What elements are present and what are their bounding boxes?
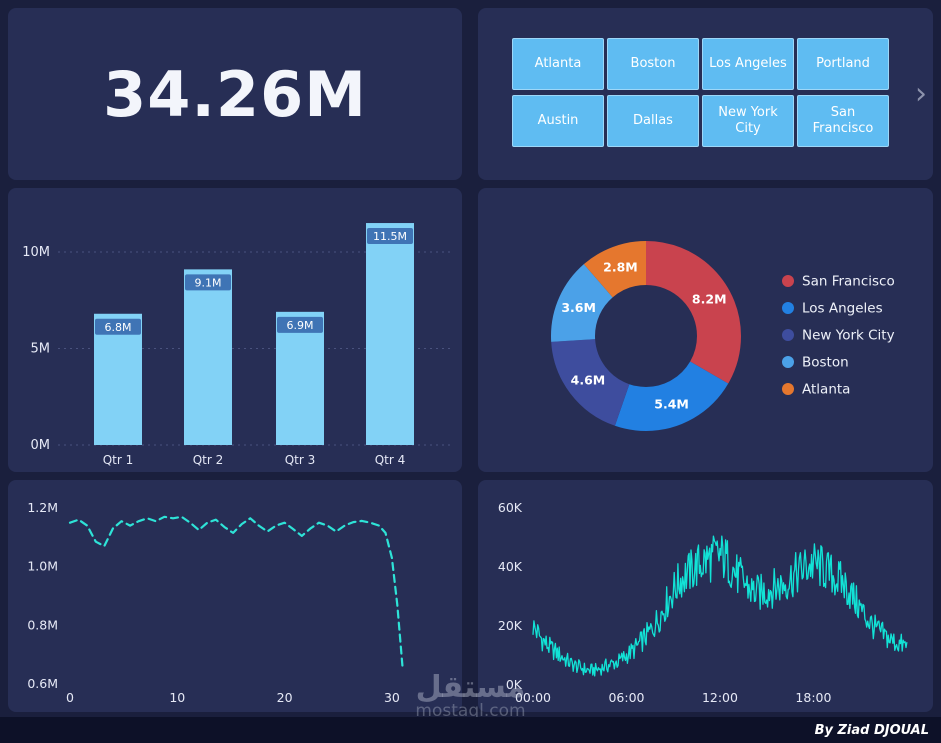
svg-text:3.6M: 3.6M — [561, 300, 596, 315]
slicer-button-los-angeles[interactable]: Los Angeles — [702, 38, 794, 90]
slicer-button-dallas[interactable]: Dallas — [607, 95, 699, 147]
svg-text:9.1M: 9.1M — [195, 276, 222, 289]
svg-text:40K: 40K — [498, 559, 523, 574]
slicer-button-atlanta[interactable]: Atlanta — [512, 38, 604, 90]
svg-text:20: 20 — [277, 690, 293, 705]
slicer-button-portland[interactable]: Portland — [797, 38, 889, 90]
svg-text:0.6M: 0.6M — [27, 676, 58, 691]
svg-text:00:00: 00:00 — [515, 690, 551, 705]
svg-text:0: 0 — [66, 690, 74, 705]
slicer-button-boston[interactable]: Boston — [607, 38, 699, 90]
slicer-button-san-francisco[interactable]: San Francisco — [797, 95, 889, 147]
trend-line-card: 1.2M 1.0M 0.8M 0.6M 0 10 20 30 — [8, 480, 462, 712]
svg-text:Qtr 4: Qtr 4 — [375, 453, 406, 467]
city-slicer-card: Atlanta Boston Los Angeles Portland Aust… — [478, 8, 933, 180]
intraday-line-card: 0K 20K 40K 60K 00:00 06:00 12:00 18:00 — [478, 480, 933, 712]
svg-text:New York City: New York City — [802, 328, 895, 344]
svg-text:Qtr 3: Qtr 3 — [285, 453, 316, 467]
svg-text:Qtr 2: Qtr 2 — [193, 453, 224, 467]
intraday-area-chart[interactable]: 0K 20K 40K 60K 00:00 06:00 12:00 18:00 — [478, 480, 933, 712]
svg-text:5.4M: 5.4M — [654, 396, 689, 411]
svg-text:30: 30 — [384, 690, 400, 705]
svg-text:0M: 0M — [31, 438, 51, 453]
kpi-value: 34.26M — [103, 57, 367, 131]
svg-text:60K: 60K — [498, 500, 523, 515]
svg-text:6.9M: 6.9M — [287, 319, 314, 332]
credit-text: By Ziad DJOUAL — [814, 722, 929, 738]
city-donut-chart[interactable]: 8.2M 5.4M 4.6M 3.6M 2.8M San Francisco Los Ang… — [478, 188, 933, 472]
svg-text:6.8M: 6.8M — [105, 321, 132, 334]
total-kpi-card: 34.26M — [8, 8, 462, 180]
slicer-button-new-york-city[interactable]: New York City — [702, 95, 794, 147]
quarterly-bar-card: 0M 5M 10M 6.8M Qtr 1 9.1M Qtr 2 6.9M Qtr 3 11.5M Q… — [8, 188, 462, 472]
svg-text:18:00: 18:00 — [795, 690, 831, 705]
city-slicer: Atlanta Boston Los Angeles Portland Aust… — [512, 38, 889, 147]
svg-text:10M: 10M — [22, 245, 50, 260]
svg-text:20K: 20K — [498, 618, 523, 633]
svg-text:0.8M: 0.8M — [27, 617, 58, 632]
slicer-scroll-right-icon[interactable]: › — [915, 76, 927, 112]
svg-text:Atlanta: Atlanta — [802, 382, 850, 398]
svg-text:4.6M: 4.6M — [571, 372, 606, 387]
svg-text:San Francisco: San Francisco — [802, 274, 895, 290]
svg-text:10: 10 — [169, 690, 185, 705]
city-donut-card: 8.2M 5.4M 4.6M 3.6M 2.8M San Francisco Los Ang… — [478, 188, 933, 472]
svg-text:11.5M: 11.5M — [373, 230, 407, 243]
svg-text:12:00: 12:00 — [702, 690, 738, 705]
svg-text:2.8M: 2.8M — [603, 260, 638, 275]
trend-line-chart[interactable]: 1.2M 1.0M 0.8M 0.6M 0 10 20 30 — [8, 480, 462, 712]
svg-text:1.2M: 1.2M — [27, 500, 58, 515]
svg-text:5M: 5M — [31, 342, 51, 357]
svg-text:Boston: Boston — [802, 355, 849, 371]
quarterly-bar-chart[interactable]: 0M 5M 10M 6.8M Qtr 1 9.1M Qtr 2 6.9M Qtr 3 11.5M Q… — [8, 188, 462, 472]
svg-text:06:00: 06:00 — [608, 690, 644, 705]
svg-text:Los Angeles: Los Angeles — [802, 301, 883, 317]
svg-text:1.0M: 1.0M — [27, 559, 58, 574]
footer-bar: By Ziad DJOUAL — [0, 717, 941, 743]
svg-text:Qtr 1: Qtr 1 — [103, 453, 134, 467]
svg-text:0K: 0K — [506, 677, 523, 692]
svg-text:8.2M: 8.2M — [692, 292, 727, 307]
slicer-button-austin[interactable]: Austin — [512, 95, 604, 147]
